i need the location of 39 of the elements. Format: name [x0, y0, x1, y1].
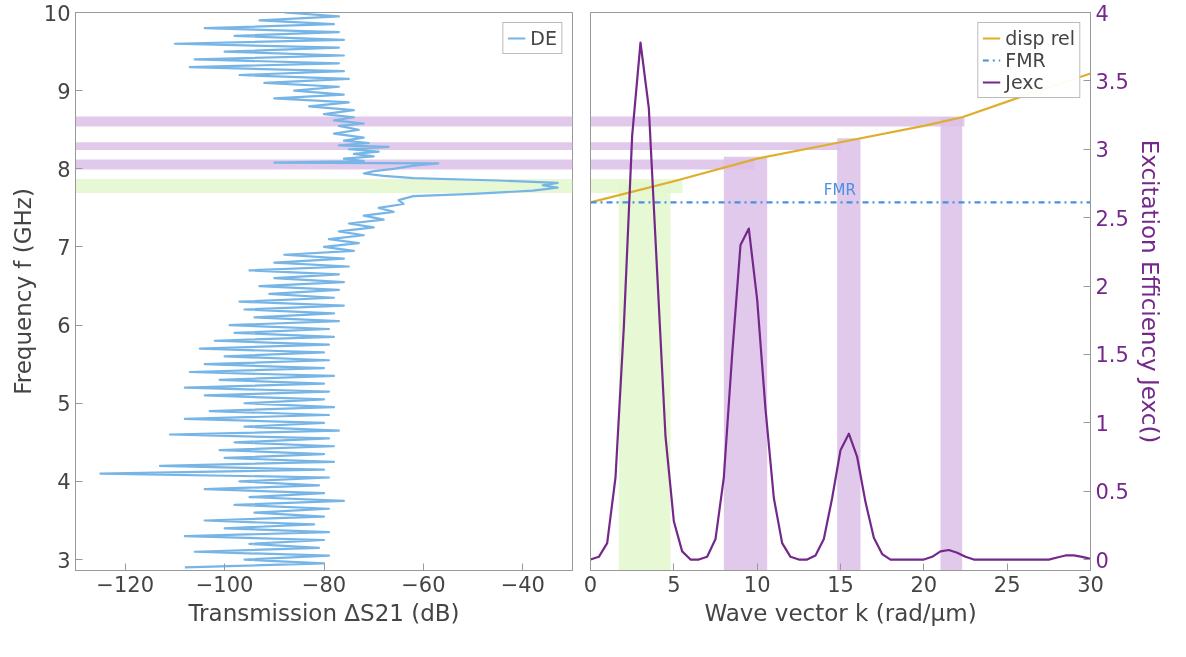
x-tick-label: 10 [743, 572, 771, 597]
y-tick-label: 6 [57, 314, 71, 339]
x-axis-title: Transmission ΔS21 (dB) [187, 599, 460, 626]
y2-tick-label: 0 [1095, 548, 1109, 573]
legend-label: DE [530, 27, 557, 49]
y-tick-label: 10 [43, 1, 71, 26]
y2-tick-label: 2.5 [1095, 206, 1129, 231]
x-tick-label: −60 [401, 572, 446, 597]
x-tick-label: 30 [1077, 572, 1104, 597]
x-tick-label: 5 [667, 572, 681, 597]
y-axis-title: Frequency f (GHz) [9, 188, 36, 395]
y-tick-label: 3 [57, 548, 71, 573]
y-tick-label: 5 [57, 392, 71, 417]
y-tick-label: 4 [57, 470, 71, 495]
y2-axis-title: Excitation Efficiency Jexc() [1136, 139, 1163, 444]
y-tick-label: 9 [57, 79, 71, 104]
x-axis-title: Wave vector k (rad/μm) [704, 599, 977, 626]
x-tick-label: −80 [301, 572, 347, 597]
y2-tick-label: 3.5 [1095, 69, 1129, 94]
x-tick-label: −40 [500, 572, 545, 597]
y2-tick-label: 1.5 [1095, 343, 1129, 368]
y2-tick-label: 0.5 [1095, 480, 1129, 505]
y2-tick-label: 1 [1095, 411, 1109, 436]
x-tick-label: −100 [195, 572, 254, 597]
annotation: FMR [823, 181, 856, 200]
legend-label: FMR [1005, 49, 1046, 71]
y2-tick-label: 3 [1095, 138, 1109, 163]
x-tick-label: 15 [827, 572, 854, 597]
x-tick-label: 0 [583, 572, 598, 597]
y-tick-label: 7 [57, 235, 71, 260]
x-tick-label: −120 [96, 572, 155, 597]
x-tick-label: 25 [993, 572, 1021, 597]
x-tick-label: 20 [910, 572, 938, 597]
legend-label: disp rel [1005, 27, 1075, 49]
y2-tick-label: 4 [1095, 1, 1109, 26]
legend-label: Jexc [1005, 71, 1044, 93]
y2-tick-label: 2 [1095, 275, 1109, 300]
line-series [99, 12, 559, 569]
y-tick-label: 8 [57, 157, 71, 182]
